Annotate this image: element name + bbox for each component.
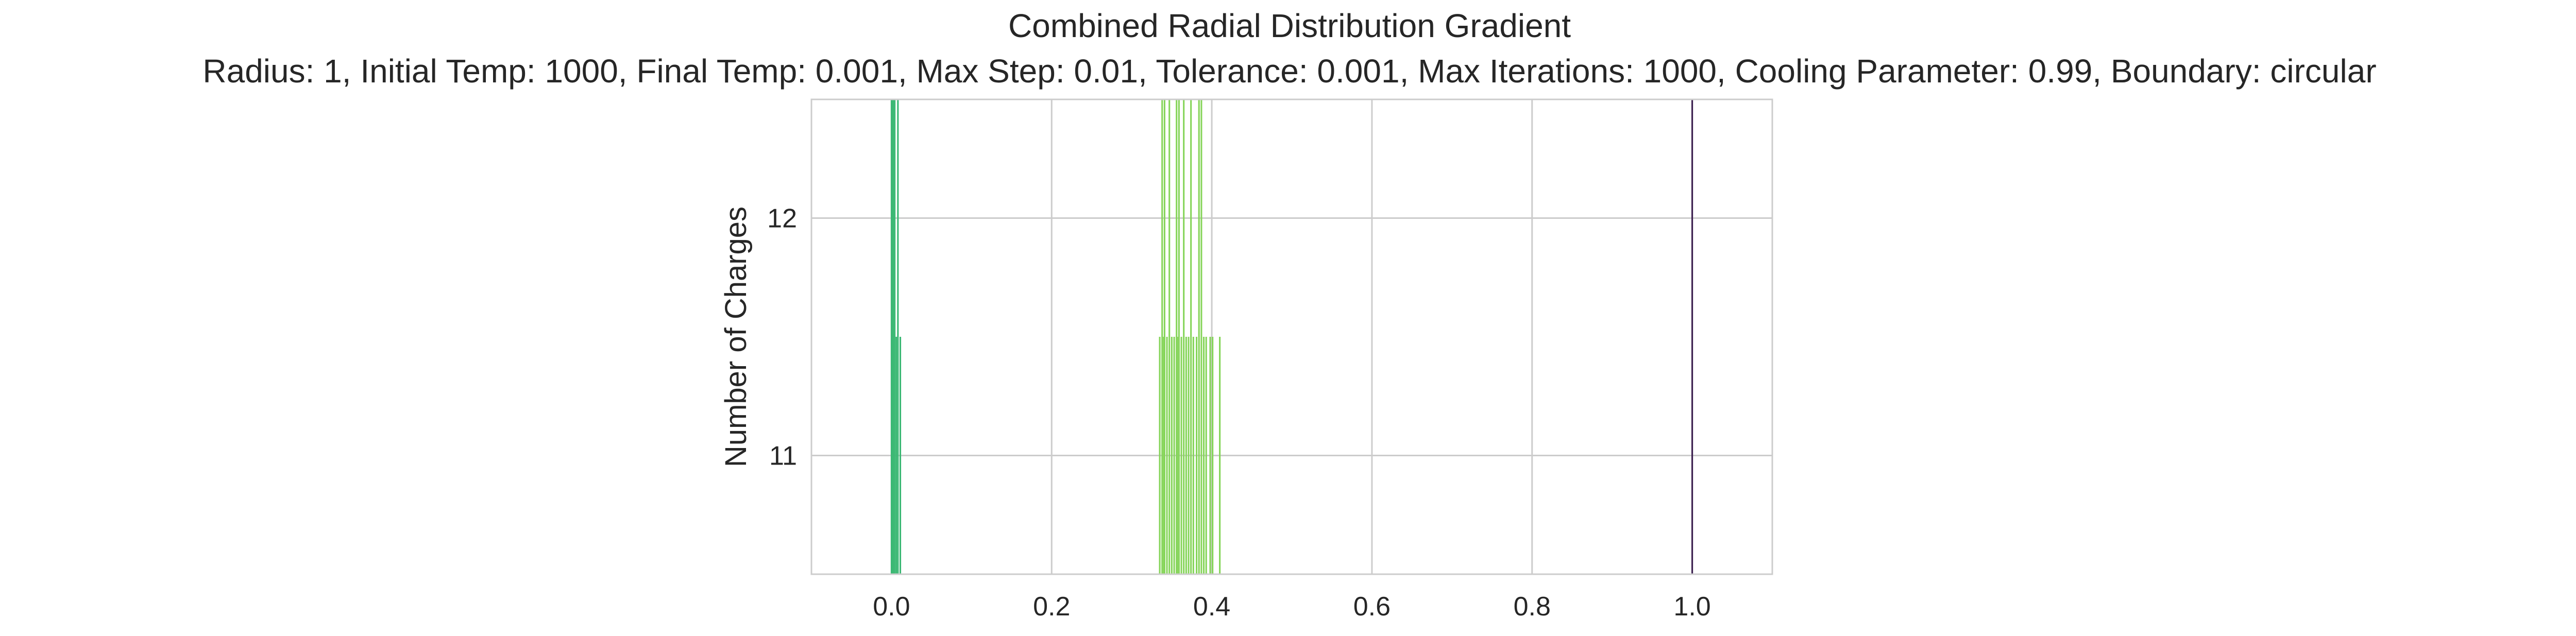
x-tick-label-0: 0.0 [873,592,910,622]
bar-21 [1192,337,1194,574]
bar-20 [1190,99,1192,574]
bar-30 [1212,337,1214,574]
bar-23 [1198,99,1200,574]
bar-32 [1691,99,1693,574]
bar-2 [894,99,896,574]
chart-subtitle: Radius: 1, Initial Temp: 1000, Final Tem… [202,53,2376,90]
bar-18 [1185,337,1187,574]
bar-8 [1161,99,1163,574]
y-tick-labels: 11 12 [767,204,797,471]
bar-0 [890,99,892,574]
bar-4 [897,99,899,574]
bar-31 [1219,337,1221,574]
bar-25 [1202,337,1205,574]
bar-24 [1200,99,1202,574]
bar-3 [895,337,897,574]
x-tick-label-1: 0.2 [1033,592,1070,622]
x-tick-label-5: 1.0 [1673,592,1710,622]
y-tick-label-0: 11 [769,441,797,471]
plot-frame [810,98,1773,575]
bar-1 [892,99,894,574]
x-tick-labels: 0.0 0.2 0.4 0.6 0.8 1.0 [873,592,1710,622]
bar-7 [1159,337,1161,574]
bar-12 [1171,337,1173,574]
x-tick-label-4: 0.8 [1514,592,1551,622]
bar-5 [899,337,902,574]
chart-title: Combined Radial Distribution Gradient [1008,7,1571,44]
bar-15 [1178,99,1180,574]
x-tick-label-2: 0.4 [1193,592,1230,622]
bars [890,99,1693,574]
y-tick-label-1: 12 [767,204,797,234]
bar-22 [1196,337,1198,574]
bar-11 [1168,99,1171,574]
bar-10 [1166,337,1168,574]
bar-17 [1183,99,1185,574]
bar-16 [1180,337,1182,574]
bar-28 [1176,337,1178,574]
y-axis-label: Number of Charges [719,207,753,467]
x-tick-label-3: 0.6 [1353,592,1391,622]
bar-29 [1209,337,1211,574]
bar-27 [1163,337,1165,574]
plot-area [811,99,1772,574]
bar-19 [1188,337,1190,574]
bar-26 [1205,337,1207,574]
bar-13 [1173,337,1175,574]
